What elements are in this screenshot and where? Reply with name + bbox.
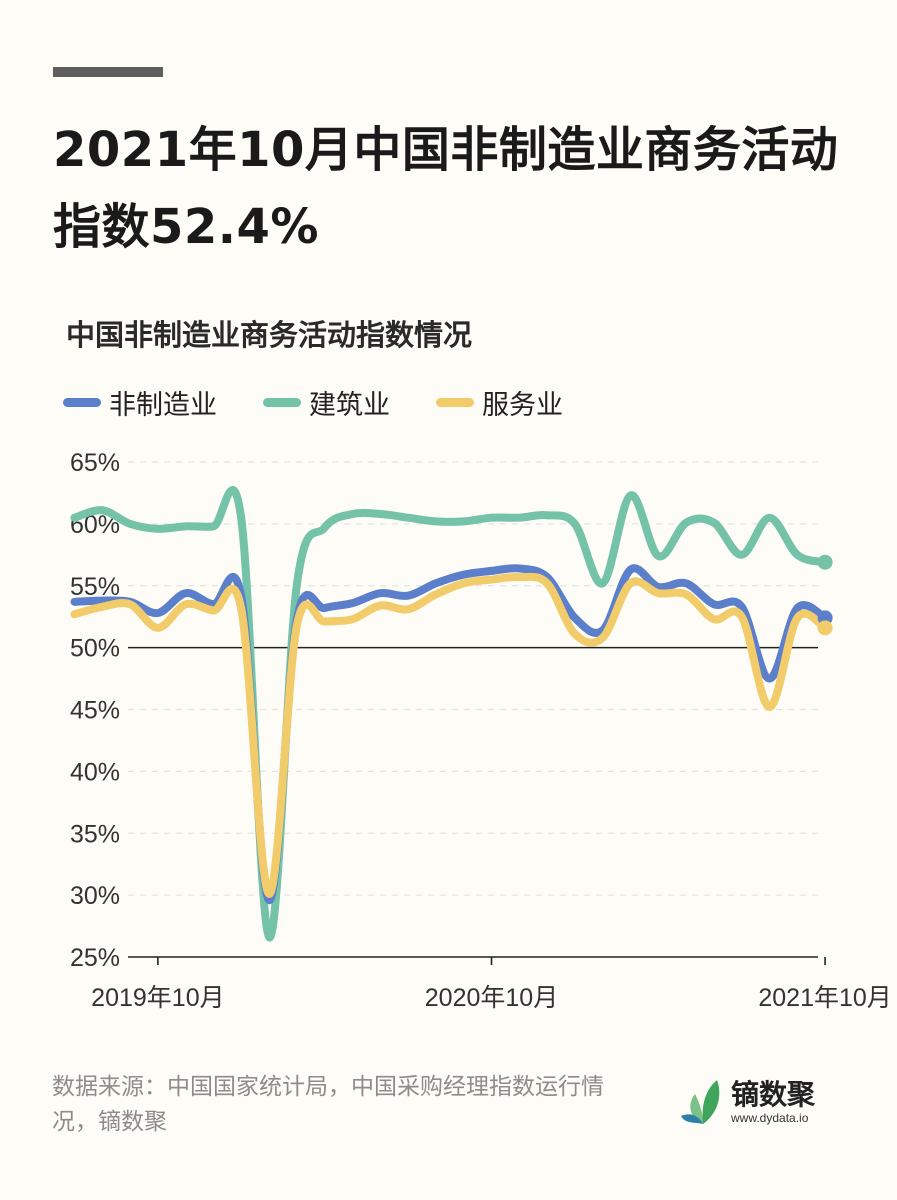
- end-marker-services: [817, 620, 833, 636]
- leaf-logo-icon: [681, 1080, 720, 1124]
- y-tick-label: 40%: [70, 758, 120, 786]
- legend-item-construction: 建筑业: [263, 383, 390, 422]
- legend-swatch: [63, 398, 101, 407]
- decorative-top-bar: [53, 67, 163, 77]
- chart-legend: 非制造业 建筑业 服务业: [63, 383, 609, 422]
- legend-swatch: [263, 398, 301, 407]
- legend-item-services: 服务业: [436, 383, 563, 422]
- x-tick-label: 2021年10月: [758, 984, 891, 1012]
- line-chart: 25%30%35%40%45%50%55%60%65%2019年10月 2020年…: [70, 449, 892, 1012]
- y-tick-label: 65%: [70, 449, 120, 477]
- x-tick-label: 2020年10月: [425, 984, 558, 1012]
- data-source-note: 数据来源：中国国家统计局，中国采购经理指数运行情况，镝数聚: [52, 1074, 604, 1135]
- series-line-construction: [70, 486, 830, 942]
- y-tick-label: 25%: [70, 944, 120, 972]
- y-tick-label: 45%: [70, 697, 120, 725]
- series-line-services: [70, 572, 830, 898]
- y-tick-label: 35%: [70, 820, 120, 848]
- legend-item-nonmanufacturing: 非制造业: [63, 383, 217, 422]
- brand-url: www.dydata.io: [731, 1111, 809, 1125]
- legend-label: 建筑业: [309, 390, 390, 421]
- series-line-nonmanufacturing: [70, 564, 830, 905]
- y-tick-label: 50%: [70, 635, 120, 663]
- brand-logo: 镝数聚 www.dydata.io: [681, 1078, 815, 1126]
- x-tick-label: 2019年10月: [91, 984, 224, 1012]
- legend-swatch: [436, 398, 474, 407]
- legend-label: 服务业: [482, 390, 563, 421]
- end-marker-construction: [817, 554, 833, 570]
- brand-name: 镝数聚: [731, 1078, 816, 1111]
- y-tick-label: 55%: [70, 573, 120, 601]
- chart-title: 中国非制造业商务活动指数情况: [66, 318, 473, 352]
- page-title: 2021年10月中国非制造业商务活动指数52.4%: [53, 122, 839, 255]
- y-tick-label: 30%: [70, 882, 120, 910]
- legend-label: 非制造业: [109, 390, 217, 421]
